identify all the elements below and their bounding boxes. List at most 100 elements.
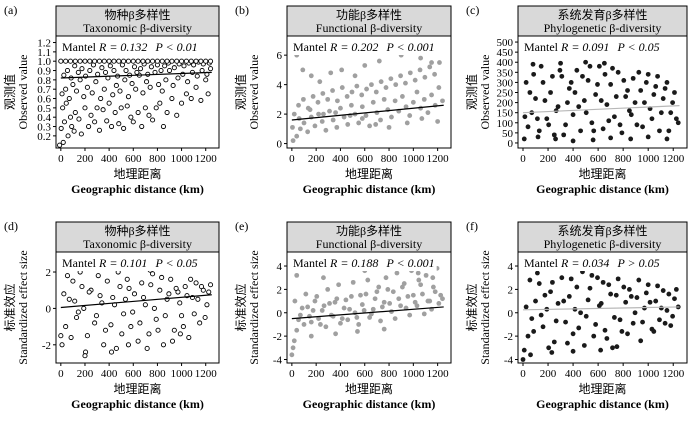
y-tick-label: 500 [497,37,514,49]
data-point [81,94,87,100]
data-point [137,66,144,72]
data-point [435,119,441,124]
data-point [363,113,369,118]
data-point [528,352,533,358]
data-point [583,313,589,319]
data-point [292,298,298,304]
data-point [328,70,334,76]
data-point [157,287,163,293]
data-point [82,353,88,359]
data-point [159,88,165,94]
data-point [354,315,360,320]
mantel-p: P < 0.05 [154,256,197,270]
data-point [78,131,84,137]
data-point [379,304,385,310]
data-point [670,313,676,319]
data-point [308,333,314,339]
data-point [555,301,561,306]
data-point [131,64,138,70]
data-point [403,80,408,86]
data-point [649,116,655,122]
data-point [668,110,674,116]
data-point [65,133,71,139]
data-point [568,276,574,282]
data-point [139,280,145,286]
data-point [153,316,159,322]
data-point [398,73,403,79]
data-point [672,90,677,95]
data-point [345,317,351,323]
mantel-statistic: Mantel R = 0.188 P < 0.001 [293,256,435,270]
data-point [436,301,442,306]
data-point [122,296,128,302]
data-point [440,98,445,104]
data-point [551,339,557,345]
data-point [108,349,115,355]
data-point [535,270,540,276]
data-point [317,79,323,85]
data-point [308,73,314,79]
data-point [301,96,306,102]
data-point [60,139,66,145]
data-point [162,313,168,319]
data-point [527,90,533,95]
data-point [122,77,128,83]
data-point [106,100,112,106]
data-point [124,103,130,109]
data-point [350,279,356,285]
data-point [310,94,316,99]
data-point [320,91,326,96]
data-point [392,316,398,321]
data-point [370,306,376,312]
data-point [623,94,629,99]
data-point [604,102,610,108]
data-point [180,324,186,330]
data-point [585,77,591,83]
data-point [617,317,623,323]
data-point [126,285,132,291]
x-tick-label: 1200 [662,153,685,165]
data-point [63,324,69,330]
data-point [653,298,659,304]
data-point [323,324,329,330]
y-tick-label: 300 [497,77,514,89]
data-point [297,312,303,318]
data-point [359,92,365,98]
data-point [113,82,119,89]
data-point [128,114,134,120]
y-axis-label-en: Standardized effect size [478,250,492,364]
data-point [321,275,326,281]
data-point [598,347,604,353]
data-point [361,308,367,313]
x-tick-label: 200 [308,153,325,165]
mantel-p: P < 0.001 [385,256,434,270]
data-point [312,298,318,304]
data-point [536,281,542,286]
data-point [144,345,150,351]
data-point [81,305,87,311]
data-point [570,138,576,144]
data-point [182,284,188,290]
y-tick-label: 150 [497,108,514,120]
data-point [574,284,580,290]
header-title-cn: 物种β多样性 [104,223,170,238]
data-point [398,303,403,309]
panel-label: (d) [4,219,18,233]
data-point [535,116,540,122]
data-point [625,331,630,337]
data-point [86,289,92,295]
data-point [630,320,636,326]
data-point [628,294,634,299]
x-tick-label: 400 [565,153,582,165]
data-point [84,84,90,90]
y-tick-label: 350 [497,67,514,79]
x-tick-label: 400 [565,368,582,380]
panel-header [517,5,688,37]
data-point [369,82,374,88]
data-point [338,320,343,326]
y-tick-label: 2 [277,284,283,296]
data-point [134,69,140,75]
data-point [523,304,529,310]
data-point [563,319,568,325]
